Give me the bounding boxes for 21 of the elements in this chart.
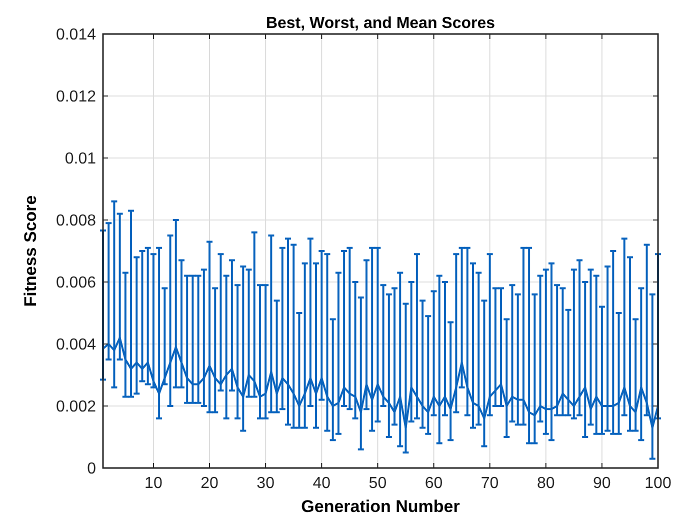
y-tick-label: 0.004 [56, 336, 96, 354]
y-tick-label: 0.002 [56, 398, 96, 416]
y-tick-label: 0.01 [64, 150, 96, 168]
y-tick-label: 0.014 [56, 26, 96, 44]
x-tick-label: 60 [424, 475, 443, 492]
x-tick-label: 30 [256, 475, 275, 492]
x-tick-label: 70 [480, 475, 499, 492]
x-axis-title: Generation Number [301, 497, 460, 516]
x-tick-label: 80 [536, 475, 555, 492]
x-tick-label: 20 [200, 475, 219, 492]
x-tick-label: 10 [144, 475, 162, 492]
y-tick-label: 0.012 [56, 88, 96, 106]
y-tick-label: 0.008 [56, 212, 96, 230]
y-tick-label: 0.006 [56, 274, 96, 292]
y-tick-label: 0 [87, 460, 96, 478]
x-tick-label: 100 [644, 475, 672, 492]
chart-title: Best, Worst, and Mean Scores [266, 15, 496, 32]
x-tick-label: 90 [593, 475, 611, 492]
x-tick-label: 40 [312, 475, 331, 492]
y-axis-title: Fitness Score [21, 195, 40, 307]
x-tick-label: 50 [368, 475, 387, 492]
